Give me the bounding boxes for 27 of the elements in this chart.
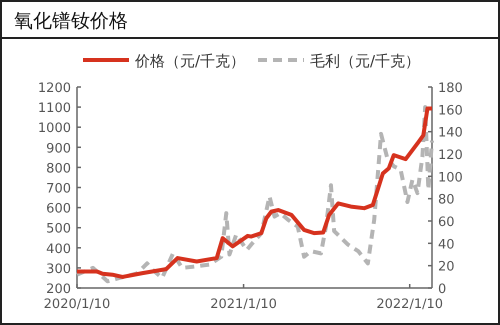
legend-label: 价格（元/千克） xyxy=(134,52,246,70)
y2-tick-label: 160 xyxy=(438,103,463,118)
y-tick-label: 600 xyxy=(46,202,71,217)
y-tick-label: 1200 xyxy=(38,81,71,96)
y2-tick-label: 100 xyxy=(438,170,463,186)
x-tick-label: 2020/1/10 xyxy=(44,297,110,312)
chart-title: 氧化镨钕价格 xyxy=(14,10,128,32)
y2-tick-label: 180 xyxy=(438,81,463,96)
y-tick-label: 500 xyxy=(46,222,71,237)
y2-tick-label: 120 xyxy=(438,148,463,163)
y2-tick-label: 140 xyxy=(438,126,463,141)
y-tick-label: 400 xyxy=(46,242,71,257)
y-tick-label: 800 xyxy=(46,161,71,176)
y-tick-label: 900 xyxy=(46,141,71,156)
y-tick-label: 300 xyxy=(46,262,71,277)
y2-tick-label: 20 xyxy=(438,260,455,275)
legend-label: 毛利（元/千克） xyxy=(310,52,420,70)
y-tick-label: 1100 xyxy=(38,101,71,116)
y-tick-label: 1000 xyxy=(38,121,71,136)
y2-tick-label: 80 xyxy=(438,192,455,208)
y2-tick-label: 0 xyxy=(438,282,446,297)
y-tick-label: 200 xyxy=(46,282,71,297)
y2-tick-label: 40 xyxy=(438,237,455,252)
x-tick-label: 2022/1/10 xyxy=(376,297,444,312)
y-tick-label: 700 xyxy=(46,182,71,196)
x-tick-label: 2021/1/10 xyxy=(210,297,277,312)
y2-tick-label: 60 xyxy=(438,215,455,230)
